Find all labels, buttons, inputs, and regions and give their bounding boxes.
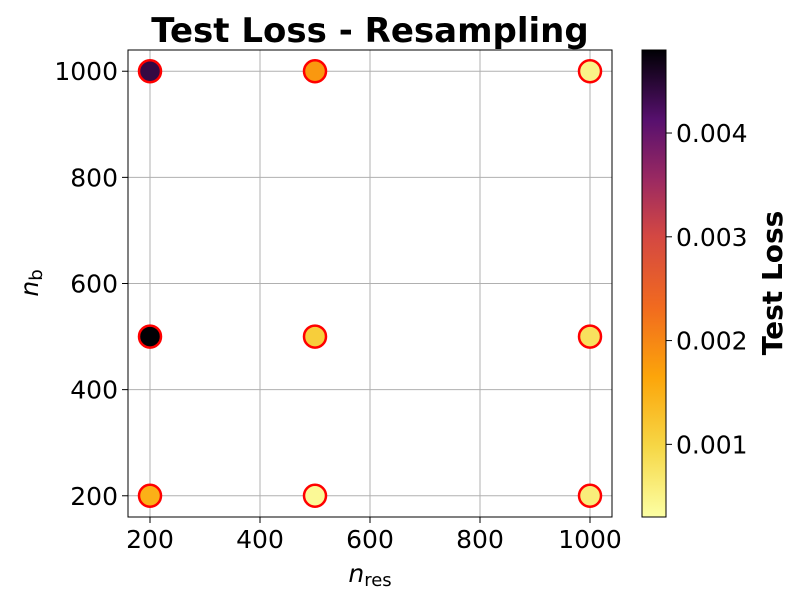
x-tick-label: 1000 bbox=[558, 525, 622, 554]
colorbar-tick-label: 0.002 bbox=[676, 327, 748, 356]
colorbar-label: Test Loss bbox=[756, 211, 789, 356]
colorbar bbox=[641, 49, 667, 518]
colorbar-tick-label: 0.001 bbox=[676, 430, 748, 459]
x-axis: 200 400 600 800 1000 bbox=[126, 517, 622, 554]
data-point bbox=[577, 324, 603, 349]
y-tick-label: 1000 bbox=[54, 57, 118, 86]
data-point bbox=[137, 58, 163, 84]
y-tick-label: 800 bbox=[70, 163, 118, 192]
x-tick-label: 600 bbox=[346, 525, 394, 554]
data-point bbox=[302, 58, 328, 84]
grid bbox=[128, 50, 612, 517]
x-tick-label: 200 bbox=[126, 525, 174, 554]
y-axis: 200 400 600 800 1000 bbox=[54, 57, 128, 511]
data-point bbox=[302, 324, 328, 349]
x-tick-label: 800 bbox=[456, 525, 504, 554]
data-point bbox=[137, 483, 163, 509]
colorbar-tick-label: 0.004 bbox=[676, 119, 748, 148]
data-point bbox=[137, 324, 163, 349]
y-tick-label: 200 bbox=[70, 482, 118, 511]
data-point bbox=[302, 483, 328, 509]
y-tick-label: 600 bbox=[70, 270, 118, 299]
data-point bbox=[577, 483, 603, 509]
y-axis-label: nb bbox=[15, 269, 47, 296]
y-tick-label: 400 bbox=[70, 376, 118, 405]
colorbar-ticks: 0.001 0.002 0.003 0.004 bbox=[666, 119, 748, 459]
x-tick-label: 400 bbox=[236, 525, 284, 554]
data-point bbox=[577, 58, 603, 84]
colorbar-tick-label: 0.003 bbox=[676, 223, 748, 252]
chart-title: Test Loss - Resampling bbox=[151, 11, 588, 51]
data-points bbox=[137, 58, 603, 509]
x-axis-label: nres bbox=[348, 559, 391, 591]
